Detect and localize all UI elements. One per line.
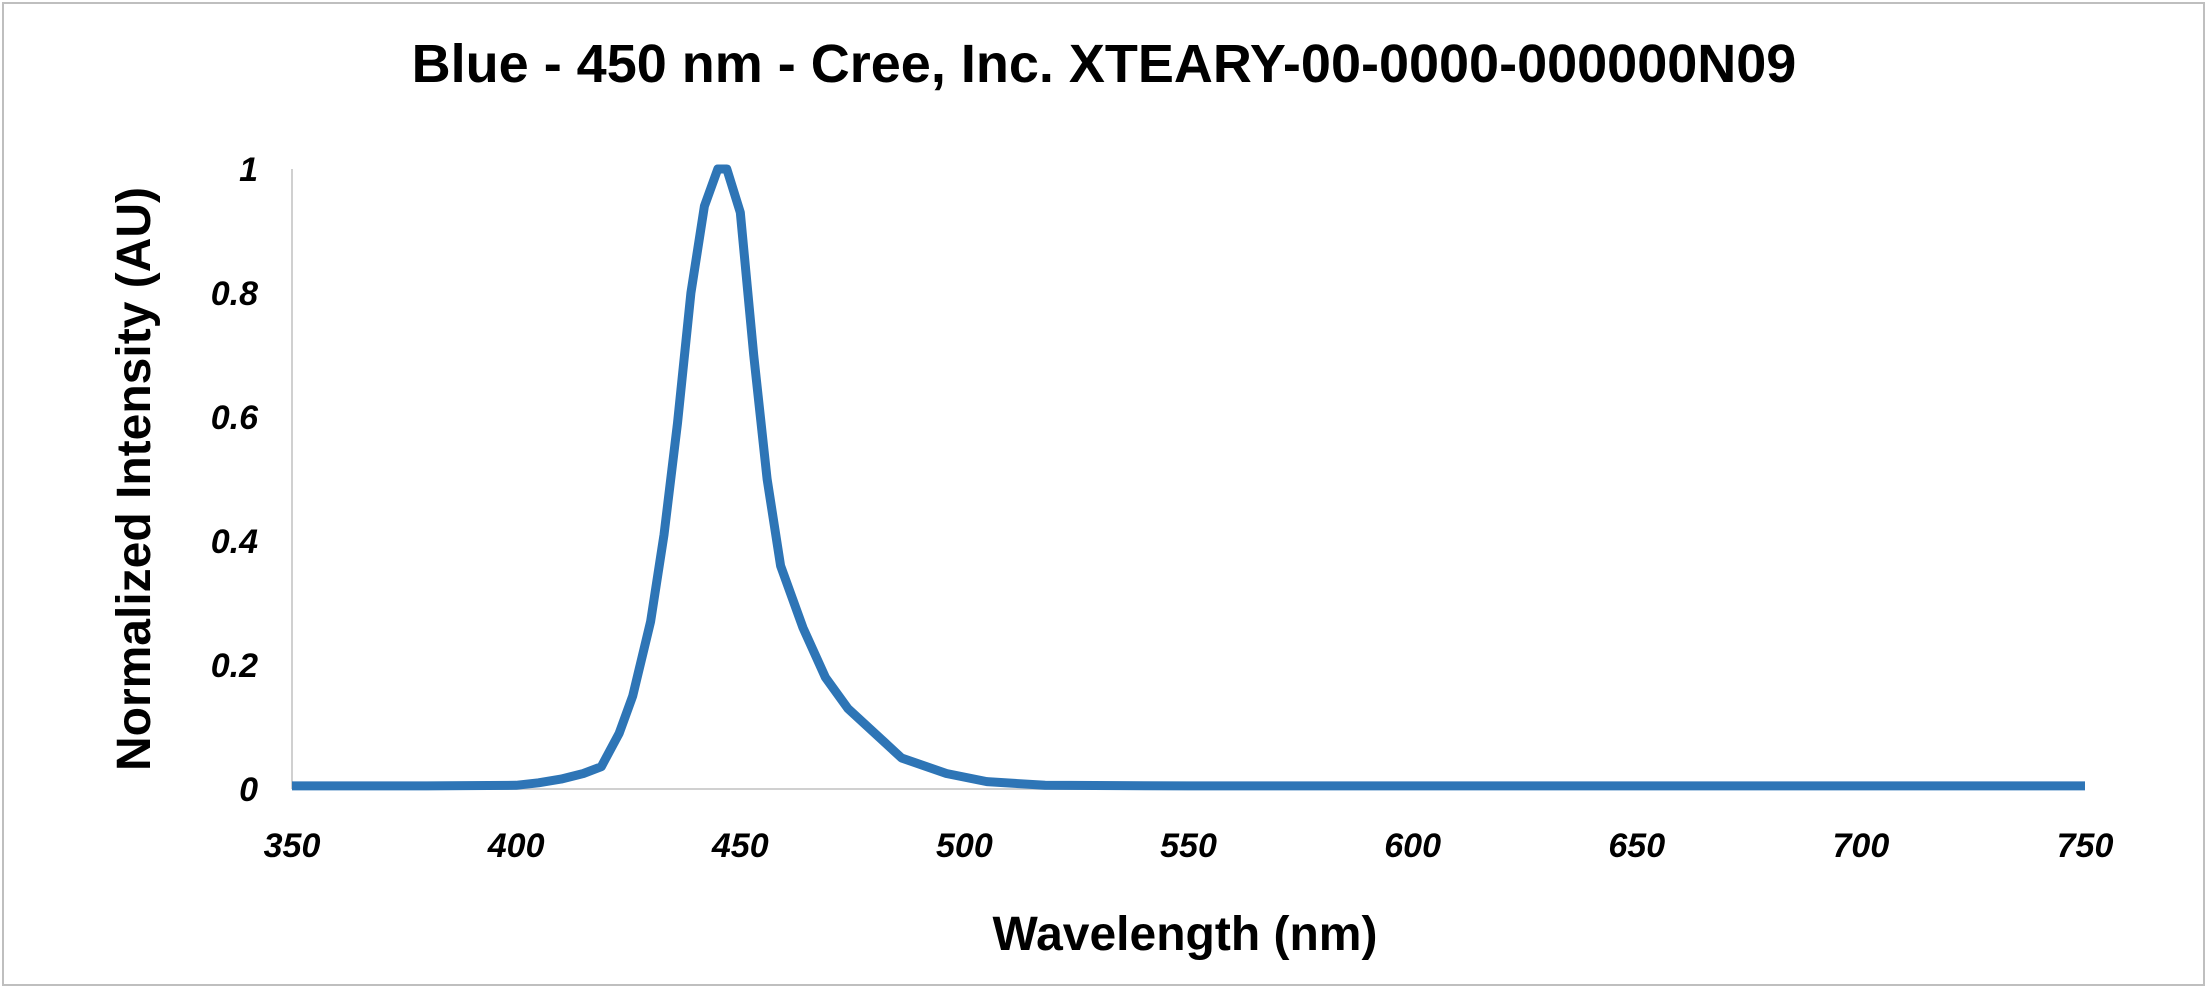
- y-tick-label: 0.2: [211, 647, 258, 685]
- x-tick-label: 550: [1160, 827, 1217, 865]
- y-axis-label: Normalized Intensity (AU): [108, 187, 161, 771]
- x-tick-label: 400: [487, 827, 545, 865]
- x-tick-label: 650: [1608, 827, 1665, 865]
- y-tick-label: 1: [239, 151, 258, 189]
- x-tick-label: 350: [264, 827, 321, 865]
- y-tick-label: 0: [239, 771, 258, 809]
- x-tick-label: 600: [1384, 827, 1441, 865]
- y-tick-label: 0.6: [211, 399, 259, 437]
- series-line: [292, 164, 2085, 791]
- x-tick-label: 450: [711, 827, 769, 865]
- chart-title: Blue - 450 nm - Cree, Inc. XTEARY-00-000…: [412, 34, 1797, 94]
- y-tick-label: 0.4: [211, 523, 258, 561]
- x-tick-label: 750: [2057, 827, 2114, 865]
- y-tick-label: 0.8: [211, 275, 258, 313]
- x-axis-label: Wavelength (nm): [993, 908, 1378, 961]
- x-tick-label: 500: [936, 827, 993, 865]
- x-tick-label: 700: [1833, 827, 1890, 865]
